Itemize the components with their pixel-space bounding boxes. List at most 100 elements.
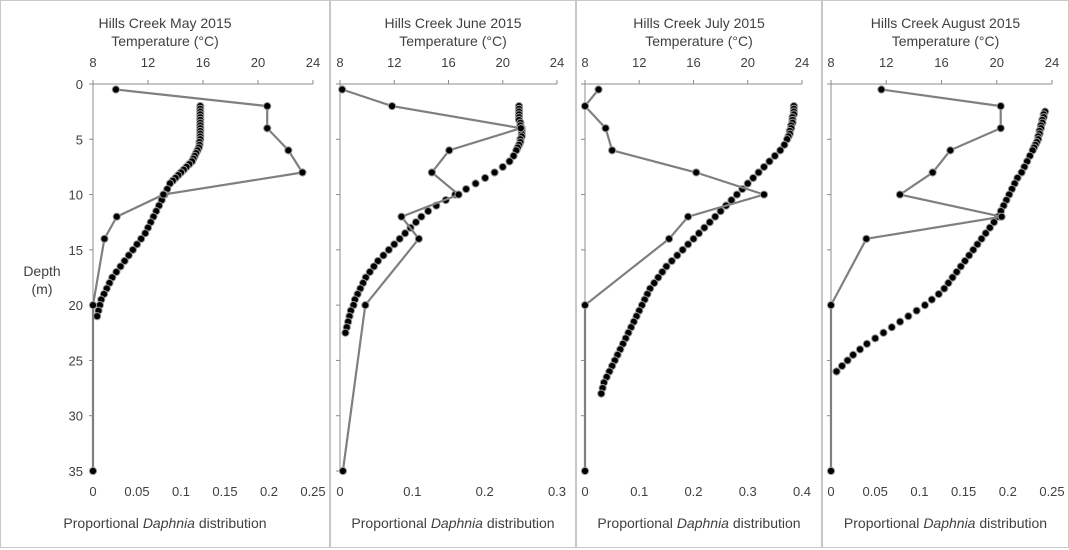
daphnia-series <box>88 85 307 476</box>
temperature-point <box>597 389 606 398</box>
temperature-point <box>843 356 852 365</box>
bottom-tick-label: 0.05 <box>124 484 149 499</box>
temperature-point <box>112 267 121 277</box>
daphnia-point <box>601 124 610 133</box>
panel-2: Hills Creek June 2015 Temperature (°C) 8 12… <box>336 15 566 531</box>
bottom-tick-label: 0.3 <box>548 484 566 499</box>
temperature-point <box>934 289 943 299</box>
top-tick-label: 24 <box>1045 55 1059 70</box>
depth-tick-label: 20 <box>69 298 83 313</box>
temperature-point <box>965 251 974 260</box>
bottom-tick-label: 0.15 <box>951 484 976 499</box>
daphnia-point <box>111 85 120 94</box>
panel-3: Hills Creek July 2015 Temperature (°C) 8 12… <box>580 15 811 531</box>
depth-tick-label: 25 <box>69 353 83 368</box>
temperature-point <box>369 262 379 271</box>
daphnia-series <box>338 85 525 476</box>
bottom-axis-title: Proportional Daphnia distribution <box>597 515 800 531</box>
daphnia-line <box>583 88 768 471</box>
daphnia-point <box>594 85 603 94</box>
temperature-point <box>956 262 965 271</box>
temperature-point <box>973 240 982 249</box>
top-tick-label: 24 <box>795 55 809 70</box>
depth-tick-label: 5 <box>76 132 83 147</box>
daphnia-point <box>414 234 423 243</box>
top-tick-label: 12 <box>632 55 646 70</box>
temperature-series <box>597 102 798 398</box>
bottom-tick-label: 0.1 <box>172 484 190 499</box>
temperature-point <box>912 306 921 315</box>
bottom-tick-label: 0.15 <box>212 484 237 499</box>
daphnia-point <box>516 124 525 133</box>
temperature-point <box>141 229 150 238</box>
temperature-point <box>673 251 682 260</box>
temperature-point <box>124 251 133 260</box>
top-tick-label: 8 <box>581 55 588 70</box>
bottom-tick-label: 0.3 <box>739 484 757 499</box>
panel-title: Hills Creek August 2015 <box>871 15 1021 31</box>
temperature-point <box>462 184 471 194</box>
daphnia-point <box>895 190 905 199</box>
panel-frame-1 <box>0 0 330 548</box>
bottom-axis-title: Proportional Daphnia distribution <box>63 515 266 531</box>
temperature-point <box>654 273 663 282</box>
bottom-tick-label: 0.1 <box>910 484 928 499</box>
temperature-point <box>849 350 858 359</box>
daphnia-point <box>88 301 98 310</box>
bottom-tick-label: 0.05 <box>863 484 888 499</box>
temperature-point <box>379 251 388 260</box>
daphnia-point <box>580 466 590 476</box>
temperature-point <box>920 301 930 310</box>
temperature-point <box>969 245 978 254</box>
depth-label-line1: Depth <box>23 263 61 279</box>
bottom-axis-title: Proportional Daphnia distribution <box>844 515 1047 531</box>
panel-title: Hills Creek July 2015 <box>633 15 765 31</box>
temperature-point <box>505 157 514 166</box>
daphnia-point <box>580 102 590 111</box>
bottom-tick-label: 0 <box>827 484 834 499</box>
top-tick-label: 16 <box>196 55 210 70</box>
panel-1: Hills Creek May 2015 Temperature (°C) 8 12 1… <box>63 15 325 531</box>
top-tick-label: 8 <box>89 55 96 70</box>
temperature-point <box>395 234 404 243</box>
temperature-point <box>390 240 399 249</box>
temperature-point <box>132 240 142 249</box>
daphnia-point <box>263 102 272 111</box>
temperature-point <box>743 179 752 188</box>
daphnia-point <box>683 212 693 221</box>
top-tick-label: 12 <box>387 55 401 70</box>
top-axis-title: Temperature (°C) <box>645 33 753 49</box>
temperature-point <box>694 229 704 238</box>
temperature-point <box>667 256 676 266</box>
temperature-point <box>960 256 970 266</box>
temperature-point <box>498 162 507 172</box>
daphnia-point <box>298 168 307 177</box>
top-tick-label: 20 <box>990 55 1004 70</box>
temperature-point <box>770 151 779 160</box>
daphnia-point <box>427 168 436 177</box>
temperature-point <box>650 278 659 288</box>
depth-tick-label: 0 <box>76 77 83 92</box>
temperature-point <box>509 151 518 160</box>
temperature-point <box>862 339 872 348</box>
bottom-tick-label: 0 <box>336 484 343 499</box>
depth-tick-label: 15 <box>69 243 83 258</box>
temperature-point <box>940 284 949 293</box>
top-tick-label: 20 <box>496 55 510 70</box>
temperature-series <box>832 107 1050 376</box>
daphnia-point <box>826 466 836 476</box>
top-axis-title: Temperature (°C) <box>399 33 507 49</box>
temperature-point <box>705 218 714 227</box>
temperature-point <box>711 212 720 221</box>
panel-4: Hills Creek August 2015 Temperature (°C) 8… <box>826 15 1065 531</box>
top-tick-label: 12 <box>141 55 155 70</box>
daphnia-point <box>454 190 463 199</box>
depth-tick-label: 30 <box>69 409 83 424</box>
bottom-tick-label: 0.2 <box>260 484 278 499</box>
temperature-point <box>481 173 490 183</box>
temperature-point <box>658 267 667 277</box>
daphnia-point <box>100 234 109 243</box>
daphnia-point <box>862 234 871 243</box>
panel-frame-4 <box>822 0 1069 548</box>
daphnia-series <box>580 85 769 476</box>
